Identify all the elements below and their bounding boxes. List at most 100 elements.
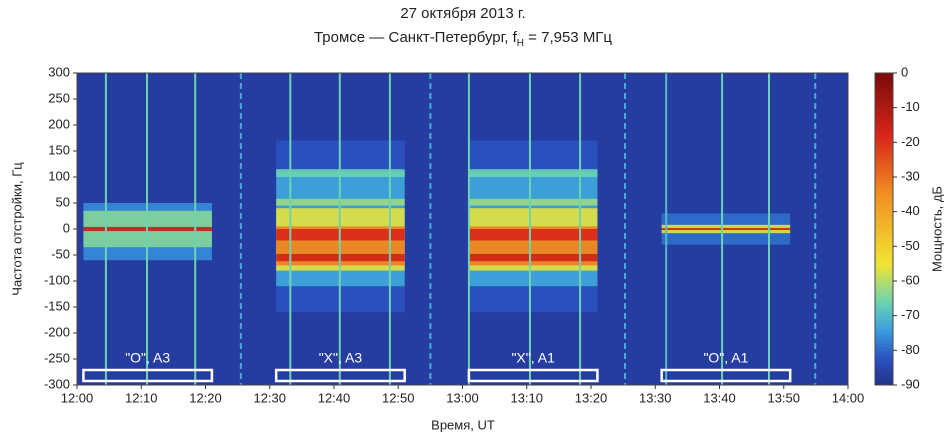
- colorbar-segment: [875, 378, 893, 383]
- subtitle-subscript: Н: [517, 38, 524, 49]
- colorbar-segment: [875, 187, 893, 192]
- y-tick-label: 200: [48, 116, 70, 131]
- colorbar-segment: [875, 346, 893, 351]
- colorbar-segment: [875, 201, 893, 206]
- subtitle-text: = 7,953 МГц: [524, 29, 612, 46]
- colorbar-segment: [875, 86, 893, 91]
- colorbar-segment: [875, 298, 893, 303]
- colorbar-tick-label: -50: [901, 238, 920, 253]
- annotation-box: [467, 368, 599, 383]
- colorbar-segment: [875, 277, 893, 282]
- colorbar-segment: [875, 371, 893, 376]
- colorbar-segment: [875, 183, 893, 188]
- annotation-label: "X", A3: [319, 350, 363, 366]
- y-tick-label: 150: [48, 142, 70, 157]
- colorbar-segment: [875, 242, 893, 247]
- colorbar-segment: [875, 135, 893, 140]
- colorbar-segment: [875, 125, 893, 129]
- y-tick-label: -300: [44, 376, 70, 391]
- plot: [77, 73, 848, 385]
- colorbar-segment: [875, 270, 893, 275]
- x-axis-label: Время, UT: [431, 417, 495, 432]
- colorbar-segment: [875, 301, 893, 306]
- colorbar-tick-label: -10: [901, 99, 920, 114]
- colorbar-segment: [875, 76, 893, 81]
- colorbar-tick-label: 0: [901, 64, 908, 79]
- colorbar-segment: [875, 104, 893, 109]
- colorbar-segment: [875, 194, 893, 199]
- colorbar-segment: [875, 152, 893, 157]
- x-tick-label: 13:10: [510, 390, 543, 405]
- colorbar-segment: [875, 225, 893, 230]
- y-tick-label: -100: [44, 272, 70, 287]
- colorbar-segment: [875, 97, 893, 102]
- colorbar-segment: [875, 204, 893, 209]
- y-tick-label: -50: [51, 246, 70, 261]
- colorbar-segment: [875, 73, 893, 77]
- colorbar-tick-label: -90: [901, 376, 920, 391]
- colorbar-segment: [875, 274, 893, 279]
- chart-title: 27 октября 2013 г.: [400, 5, 525, 22]
- colorbar-segment: [875, 229, 893, 233]
- colorbar-tick-label: -60: [901, 272, 920, 287]
- y-tick-label: -150: [44, 298, 70, 313]
- colorbar-segment: [875, 319, 893, 324]
- x-tick-label: 12:30: [253, 390, 286, 405]
- colorbar-segment: [875, 177, 893, 181]
- colorbar-segment: [875, 232, 893, 237]
- colorbar-segment: [875, 381, 893, 386]
- colorbar-segment: [875, 138, 893, 143]
- colorbar-segment: [875, 350, 893, 355]
- colorbar-segment: [875, 353, 893, 358]
- y-tick-label: -250: [44, 350, 70, 365]
- colorbar-segment: [875, 287, 893, 292]
- colorbar-segment: [875, 263, 893, 268]
- colorbar-segment: [875, 235, 893, 240]
- colorbar-segment: [875, 343, 893, 348]
- y-tick-label: 100: [48, 168, 70, 183]
- colorbar-segment: [875, 336, 893, 341]
- colorbar-segment: [875, 190, 893, 195]
- colorbar-segment: [875, 93, 893, 98]
- colorbar-segment: [875, 90, 893, 95]
- colorbar-segment: [875, 166, 893, 171]
- colorbar-segment: [875, 374, 893, 379]
- colorbar-segment: [875, 107, 893, 112]
- x-tick-label: 13:50: [767, 390, 800, 405]
- colorbar-segment: [875, 170, 893, 175]
- colorbar-segment: [875, 305, 893, 310]
- colorbar-segment: [875, 333, 893, 337]
- colorbar-segment: [875, 360, 893, 365]
- colorbar-segment: [875, 159, 893, 164]
- signal-band: [468, 198, 598, 206]
- colorbar-segment: [875, 267, 893, 272]
- colorbar-segment: [875, 222, 893, 227]
- colorbar-segment: [875, 197, 893, 202]
- signal-band: [661, 227, 791, 231]
- colorbar-segment: [875, 308, 893, 313]
- colorbar-segment: [875, 239, 893, 244]
- colorbar-segment: [875, 294, 893, 299]
- colorbar-tick-label: -40: [901, 203, 920, 218]
- colorbar-segment: [875, 180, 893, 185]
- x-tick-label: 12:10: [125, 390, 158, 405]
- signal-band: [468, 169, 598, 177]
- colorbar-segment: [875, 211, 893, 216]
- colorbar-segment: [875, 312, 893, 317]
- y-tick-label: 0: [63, 220, 70, 235]
- x-tick-label: 12:20: [189, 390, 222, 405]
- colorbar-segment: [875, 322, 893, 327]
- subtitle-text: Тромсе — Санкт-Петербург, f: [314, 29, 518, 46]
- colorbar-segment: [875, 145, 893, 150]
- colorbar-segment: [875, 256, 893, 261]
- y-tick-label: 300: [48, 64, 70, 79]
- y-tick-label: -200: [44, 324, 70, 339]
- plot-frame: [76, 72, 849, 386]
- y-tick-label: 250: [48, 90, 70, 105]
- colorbar-segment: [875, 291, 893, 296]
- colorbar-segment: [875, 329, 893, 334]
- y-axis-label: Частота отстройки, Гц: [9, 162, 24, 296]
- colorbar-segment: [875, 79, 893, 84]
- colorbar-segment: [875, 163, 893, 168]
